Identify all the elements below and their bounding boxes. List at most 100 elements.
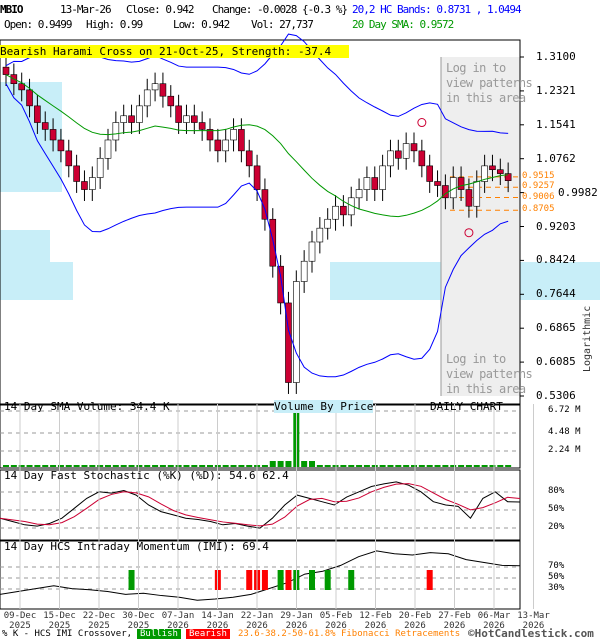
fibonacci-label: 0.9257 [522,181,555,192]
candle-body [253,165,261,190]
date-tick-day: 13-Mar [517,611,550,621]
price-tick-label: 0.9203 [536,219,576,233]
candle-body [81,181,88,190]
candle-body [457,177,465,190]
candle-body [355,189,363,199]
candle-body [395,150,402,159]
candle-body [269,218,277,267]
indicator-tick-label: 50% [548,504,565,514]
price-tick-label: 1.0762 [536,151,576,165]
candle-body [340,205,347,216]
volume-bar [316,465,323,467]
candle-body [434,181,441,186]
low-value: Low: 0.942 [173,18,230,31]
volume-bar [481,465,488,467]
candle-body [473,181,481,207]
copyright[interactable]: ©HotCandlestick.com [468,627,594,640]
candle-body [73,165,80,182]
candle-body [316,227,324,243]
volume-bar [57,465,64,467]
price-tick-label: 0.5306 [536,389,576,402]
candle-body [214,139,222,152]
volume-bar [442,465,449,467]
volume-bar [505,465,512,467]
volume-bar [191,465,198,467]
volume-by-price-label: Volume By Price [274,400,374,413]
bands-value: 20,2 HC Bands: 0.8731 , 1.0494 [352,3,522,16]
date-tick-label: 15-Dec 2025 [40,611,80,631]
date-tick-year: 2026 [443,621,466,631]
vol-value: Vol: 27,737 [251,18,314,31]
candle-body [198,122,206,130]
candle-body [426,165,433,182]
date-tick-day: 22-Dec [82,611,116,621]
candle-body [347,197,355,216]
volume-bar [356,465,363,467]
volume-bar [450,465,457,467]
indicator-tick-label: 50% [548,572,565,582]
volume-bar [411,465,417,467]
login-prompt-top[interactable]: Log in to view patterns in this area [446,61,533,105]
candle-body [206,129,214,141]
pattern-marker [417,118,427,128]
fibonacci-label: 0.9515 [522,170,555,181]
candle-body [371,177,379,190]
date-tick-day: 30-Dec [122,611,155,621]
date-tick-label: 12-Feb 2026 [356,611,396,631]
bearish-crossover-bar [246,570,253,590]
high-value: High: 0.99 [86,18,143,31]
volume-bar [18,465,25,467]
panel-frame [0,469,521,541]
date-tick-year: 2026 [285,621,308,631]
indicator-tick-label: 70% [548,561,565,571]
legend-crossover: % K - HCS IMI Crossover, [2,629,133,639]
date-tick-year: 2026 [522,621,545,631]
date-tick-day: 06-Mar [477,611,511,621]
date-tick-year: 2025 [88,621,110,631]
date-tick-day: 12-Feb [359,611,392,621]
date-tick-year: 2025 [48,621,71,631]
daily-chart-label: DAILY CHART [430,400,503,413]
volume-bar [230,465,237,467]
volume-bar [403,465,410,467]
price-tick-label: 0.9982 [558,185,598,199]
open-value: Open: 0.9499 [4,18,72,31]
volume-bar [120,465,127,467]
volume-bar [277,461,284,467]
bullish-crossover-bar [348,570,355,590]
date-tick-label: 07-Jan 2026 [158,611,198,631]
panel-frame [0,403,521,469]
date-tick-day: 07-Jan [161,611,195,621]
date-tick-year: 2025 [9,621,31,631]
candle-body [504,173,512,181]
candle-body [489,165,496,171]
volume-bar [89,465,96,467]
date-tick-day: 27-Feb [438,611,471,621]
volume-bar [371,465,378,467]
volume-bar [324,465,331,467]
date-tick-label: 14-Jan 2026 [198,611,238,631]
volume-bar [269,461,276,467]
fibonacci-label: 0.8705 [522,204,555,215]
imi-title: 14 Day HCS Intraday Momentum (IMI): 69.4 [4,540,269,553]
indicator-tick-label: 6.72 M [548,405,581,415]
date-tick-year: 2026 [206,621,229,631]
volume-bar [136,465,143,467]
sma-line [5,74,509,218]
login-prompt-bottom[interactable]: Log in to view patterns in this area [446,352,533,396]
panel-frame [0,540,521,610]
candle-body [2,66,10,75]
bearish-crossover-bar [426,570,433,590]
volume-bar [3,465,9,467]
legend-fibonacci: 23.6-38.2-50-61.8% Fibonacci Retracement… [238,629,461,639]
pattern-banner[interactable]: Bearish Harami Cross on 21-Oct-25, Stren… [0,45,349,58]
candle-body [293,281,300,383]
symbol: MBIO [0,3,23,16]
legend-bearish: Bearish [186,629,230,639]
date-tick-day: 14-Jan [201,611,234,621]
candle-body [245,150,253,167]
date-tick-day: 22-Jan [240,611,274,621]
candle-body [300,260,308,282]
